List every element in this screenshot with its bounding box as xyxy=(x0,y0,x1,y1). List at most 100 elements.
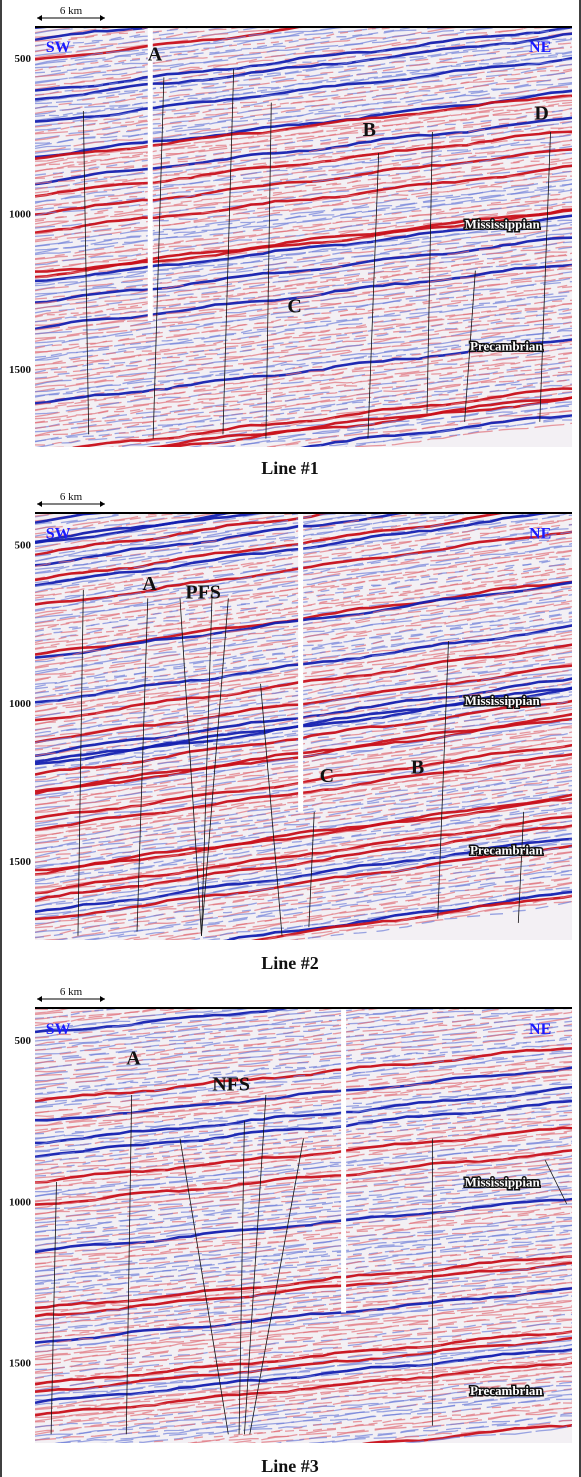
reflector xyxy=(35,513,432,568)
feature-label: A xyxy=(142,573,157,595)
reflector xyxy=(35,1104,572,1162)
reflector xyxy=(35,1038,572,1095)
data-gap xyxy=(341,1008,347,1313)
reflector xyxy=(35,1098,572,1153)
reflector xyxy=(35,860,572,939)
reflector xyxy=(35,1255,572,1313)
reflector xyxy=(35,347,572,415)
reflector xyxy=(35,1171,572,1229)
reflector xyxy=(35,27,315,61)
reflector xyxy=(275,1412,572,1443)
reflector xyxy=(35,602,572,681)
reflector xyxy=(35,175,572,241)
reflector xyxy=(35,513,240,544)
reflector xyxy=(35,27,535,86)
reflector xyxy=(35,1199,572,1255)
reflector xyxy=(35,1189,572,1247)
feature-label: A xyxy=(148,44,163,66)
reflector xyxy=(35,1048,572,1103)
reflector xyxy=(35,46,572,115)
reflector xyxy=(35,315,572,380)
fault-line xyxy=(238,1121,245,1435)
reflector xyxy=(35,518,572,597)
reflector xyxy=(35,1212,572,1269)
fault-line xyxy=(50,1181,57,1435)
reflector xyxy=(35,562,572,642)
reflector xyxy=(35,1155,572,1210)
reflector xyxy=(35,766,572,844)
reflector xyxy=(35,650,572,725)
reflector xyxy=(35,625,572,699)
reflector xyxy=(35,104,572,172)
reflector xyxy=(35,1167,572,1224)
reflector xyxy=(35,27,499,85)
formation-label: Mississippian xyxy=(465,1174,541,1189)
reflector xyxy=(35,1218,572,1273)
reflector xyxy=(35,607,572,685)
reflector xyxy=(35,1380,572,1436)
reflector xyxy=(35,1114,572,1171)
reflector xyxy=(35,1193,572,1251)
reflector xyxy=(35,1281,572,1335)
reflector xyxy=(35,1023,572,1077)
reflector xyxy=(35,1017,572,1073)
reflector xyxy=(35,296,572,361)
reflector xyxy=(35,643,572,719)
reflector xyxy=(35,221,572,287)
reflector xyxy=(35,763,572,839)
reflector xyxy=(35,687,572,766)
reflector xyxy=(35,719,572,796)
reflector xyxy=(35,530,572,606)
fault-line xyxy=(179,1138,229,1435)
reflector xyxy=(35,226,572,292)
reflector xyxy=(35,299,572,367)
reflector xyxy=(35,819,572,894)
reflector xyxy=(35,1104,572,1159)
reflector xyxy=(35,513,368,562)
reflector xyxy=(35,334,572,398)
reflector xyxy=(35,83,572,150)
reflector xyxy=(35,32,572,101)
reflector xyxy=(35,1123,572,1177)
reflector xyxy=(35,271,572,335)
seismic-section xyxy=(35,1008,572,1443)
reflector xyxy=(35,1161,572,1216)
reflector xyxy=(35,775,572,854)
formation-label: Precambrian xyxy=(470,338,543,353)
fault-line xyxy=(464,270,476,422)
y-tick-label: 1500 xyxy=(9,1357,32,1369)
direction-label: NE xyxy=(529,1021,551,1038)
feature-label: B xyxy=(363,119,376,141)
direction-label: NE xyxy=(529,526,551,543)
reflector xyxy=(35,550,572,628)
reflector xyxy=(35,1203,572,1259)
reflector xyxy=(35,513,266,545)
reflector xyxy=(35,27,264,57)
reflector xyxy=(35,302,572,367)
reflector xyxy=(35,1242,572,1297)
reflector xyxy=(35,637,572,713)
reflector xyxy=(35,513,304,550)
reflector xyxy=(35,1109,572,1165)
y-tick-label: 500 xyxy=(15,1035,32,1047)
reflector xyxy=(35,769,572,845)
reflector xyxy=(35,289,572,354)
reflector xyxy=(35,1008,560,1060)
reflector xyxy=(54,869,572,940)
reflector xyxy=(35,82,572,147)
reflector xyxy=(35,656,572,735)
reflector xyxy=(35,857,572,933)
fault-line xyxy=(201,598,229,936)
scale-label: 6 km xyxy=(60,491,83,503)
reflector xyxy=(35,620,572,699)
reflector xyxy=(35,134,572,203)
reflector xyxy=(35,1085,572,1145)
reflector xyxy=(35,295,572,361)
feature-label: C xyxy=(287,296,301,318)
reflector xyxy=(35,789,572,867)
reflector xyxy=(35,594,572,673)
reflector xyxy=(35,1274,572,1331)
reflector xyxy=(35,95,572,162)
reflector xyxy=(35,813,572,889)
reflector xyxy=(35,616,572,694)
